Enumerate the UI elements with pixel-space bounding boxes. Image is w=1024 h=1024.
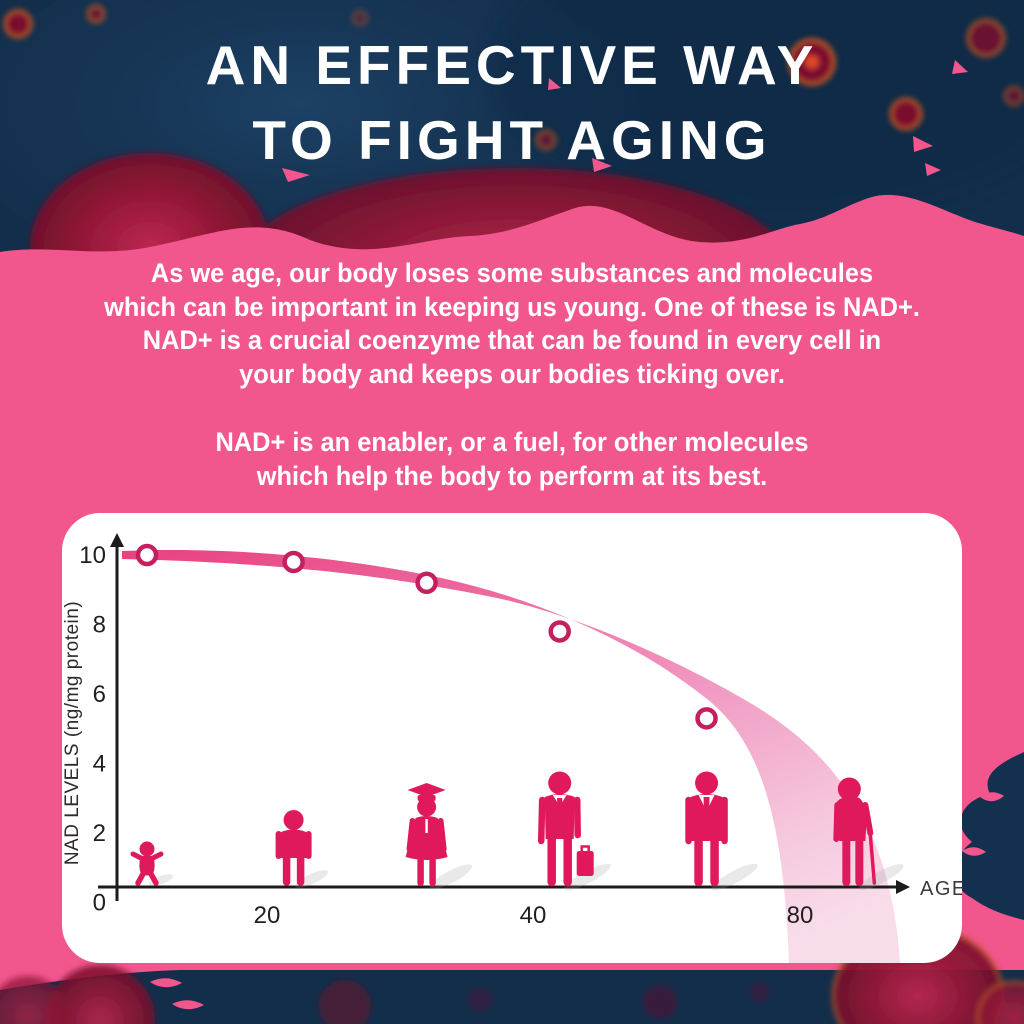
figure-adult-briefcase-icon <box>537 771 611 891</box>
decline-curve-ribbon <box>122 549 900 963</box>
data-point-marker <box>695 707 718 730</box>
y-tick-label: 4 <box>93 751 106 778</box>
intro-paragraph-2: NAD+ is an enabler, or a fuel, for other… <box>215 427 809 491</box>
data-point-marker <box>282 550 305 574</box>
figure-adult-suit-icon <box>685 771 758 891</box>
data-point-marker <box>548 620 571 643</box>
page-title: AN EFFECTIVE WAY TO FIGHT AGING <box>205 34 819 171</box>
nad-decline-chart: NAD LEVELS (ng/mg protein) AGE 0 2 4 6 8 10 20… <box>62 533 962 963</box>
navy-splash <box>954 752 1024 920</box>
figure-graduate-icon <box>405 783 472 890</box>
y-tick-label: 2 <box>93 820 106 847</box>
tick-labels: 0 2 4 6 8 10 20 40 80 <box>79 542 813 929</box>
x-tick-label: 20 <box>254 902 281 929</box>
pink-crescent <box>962 847 986 856</box>
intro-paragraph-1: As we age, our body loses some substance… <box>104 258 920 389</box>
y-axis-arrow <box>110 533 124 547</box>
data-point-markers <box>135 543 718 730</box>
y-tick-label: 6 <box>93 681 106 708</box>
y-tick-label: 10 <box>79 542 106 569</box>
y-tick-label: 8 <box>93 612 106 639</box>
x-axis-arrow <box>896 880 910 894</box>
figure-elderly-cane-icon <box>833 777 904 890</box>
pink-crescent <box>980 792 1004 802</box>
pink-crescent <box>172 1000 204 1010</box>
x-tick-label: 80 <box>787 902 814 929</box>
pink-splash-shards <box>282 60 968 246</box>
x-tick-label: 40 <box>520 902 547 929</box>
figure-child-icon <box>275 810 329 888</box>
data-point-marker <box>135 543 159 567</box>
y-axis-title: NAD LEVELS (ng/mg protein) <box>62 601 83 865</box>
pink-crescent <box>150 978 182 988</box>
y-tick-label: 0 <box>93 890 106 917</box>
x-axis-title: AGE <box>920 878 962 900</box>
chart-panel: NAD LEVELS (ng/mg protein) AGE 0 2 4 6 8 10 20… <box>62 513 962 963</box>
cell-dome <box>490 0 1024 220</box>
data-point-marker <box>415 571 438 595</box>
figure-baby-icon <box>130 841 174 886</box>
